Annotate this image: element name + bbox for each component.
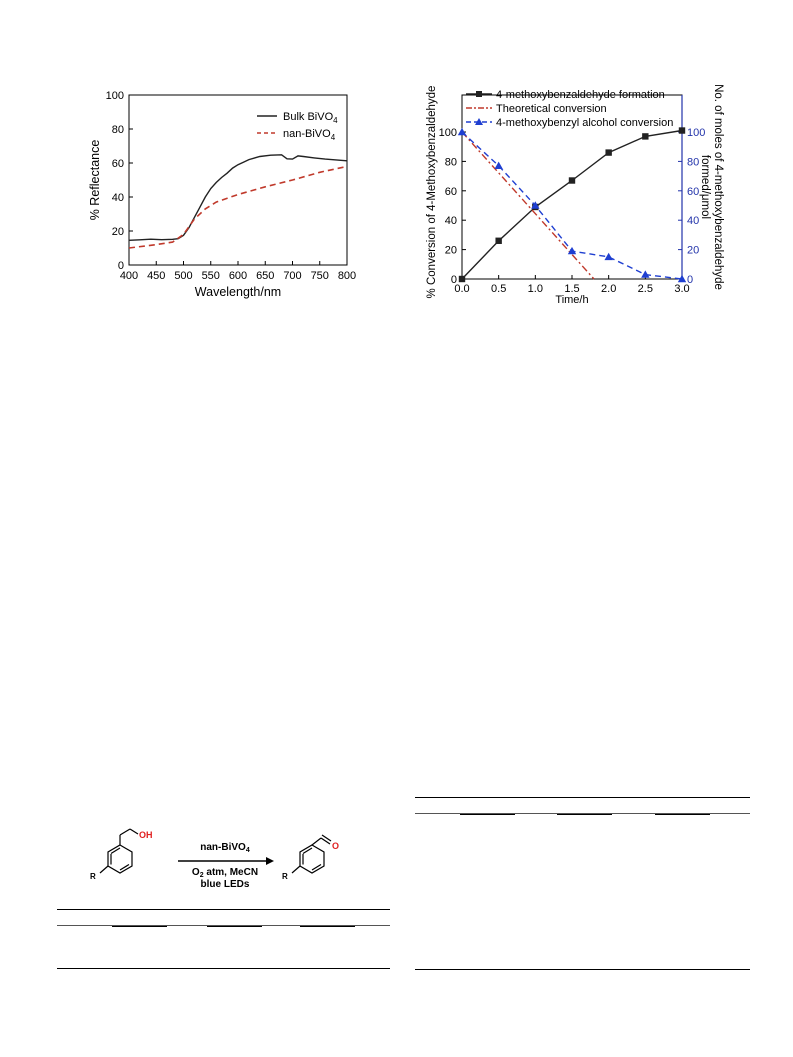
x-axis-title: Time/h <box>555 294 588 306</box>
y-tick-label: 80 <box>112 124 124 136</box>
y-tick-label: 60 <box>112 158 124 170</box>
catalyst-label: nan-BiVO4 <box>200 842 250 854</box>
y-tick-label: 80 <box>445 156 457 168</box>
x-tick-label: 1.0 <box>528 283 543 295</box>
x-tick-label: 1.5 <box>564 283 579 295</box>
conditions-line-1: O2 atm, MeCN <box>192 867 258 879</box>
arrow-head <box>266 857 274 865</box>
data-point-square <box>605 149 612 156</box>
y2-tick-label: 80 <box>687 156 699 168</box>
table-left-header-rule <box>57 925 390 926</box>
table-right-top-rule <box>415 797 750 798</box>
x-tick-label: 3.0 <box>674 283 689 295</box>
data-point-triangle <box>567 246 577 255</box>
x-axis-title: Wavelength/nm <box>195 285 281 299</box>
x-tick-label: 0.5 <box>491 283 506 295</box>
table-right-header-seg-3 <box>655 814 710 815</box>
data-point-triangle <box>641 270 650 278</box>
product-substituent: R <box>282 872 288 881</box>
y2-axis-title-line-1: No. of moles of 4-methoxybenzaldehyde <box>712 84 724 290</box>
x-tick-label: 650 <box>256 270 274 282</box>
x-tick-label: 400 <box>120 270 138 282</box>
y-tick-label: 0 <box>451 274 457 286</box>
reaction-scheme: OH R nan-BiVO4 O2 atm, MeCN blue LEDs O … <box>90 828 339 890</box>
data-point-triangle <box>531 201 540 209</box>
y2-tick-label: 20 <box>687 245 699 257</box>
table-left-header-seg-3 <box>300 926 355 927</box>
y2-tick-label: 100 <box>687 127 705 139</box>
reactant-hydroxyl: OH <box>139 830 153 840</box>
product-carbonyl: O <box>332 841 339 851</box>
x-tick-label: 500 <box>174 270 192 282</box>
x-tick-label: 750 <box>311 270 329 282</box>
product-molecule <box>291 834 332 874</box>
y2-tick-label: 0 <box>687 274 693 286</box>
legend-label: 4-methoxybenzyl alcohol conversion <box>496 117 673 129</box>
x-tick-label: 2.5 <box>638 283 653 295</box>
series-line <box>461 131 595 280</box>
conditions-line-2: blue LEDs <box>201 879 250 890</box>
x-tick-label: 800 <box>338 270 356 282</box>
reactant-molecule <box>99 828 139 874</box>
x-tick-label: 550 <box>202 270 220 282</box>
legend-label: Theoretical conversion <box>496 103 607 115</box>
legend-label: Bulk BiVO4 <box>283 111 338 125</box>
series-line <box>461 131 683 280</box>
y-tick-label: 0 <box>118 260 124 272</box>
y-tick-label: 100 <box>439 127 457 139</box>
y-tick-label: 60 <box>445 186 457 198</box>
data-point-triangle <box>677 274 687 283</box>
data-point-triangle <box>457 127 467 136</box>
y-axis-title: % Reflectance <box>88 140 102 221</box>
y-tick-label: 40 <box>112 192 124 204</box>
data-point-triangle <box>494 161 503 170</box>
y-axis-title: % Conversion of 4-Methoxybenzaldehyde <box>426 86 438 299</box>
legend-label: 4-methoxybenzaldehyde formation <box>496 89 665 101</box>
x-tick-label: 600 <box>229 270 247 282</box>
x-tick-label: 0.0 <box>454 283 469 295</box>
table-left-bottom-rule <box>57 968 390 969</box>
y-tick-label: 100 <box>106 90 124 102</box>
table-left-header-seg-1 <box>112 926 167 927</box>
table-left-header-seg-2 <box>207 926 262 927</box>
table-left-top-rule <box>57 909 390 910</box>
series-line <box>128 165 348 249</box>
reactant-substituent: R <box>90 872 96 881</box>
reflectance-chart: 400 450 500 550 600 650 700 750 800 0 20 40 60 80 100 W… <box>88 90 356 299</box>
x-tick-label: 450 <box>147 270 165 282</box>
y2-tick-label: 60 <box>687 186 699 198</box>
table-right-header-rule <box>415 813 750 814</box>
data-point-square <box>495 237 502 244</box>
y2-axis-title-line-2: formed/μmol <box>699 155 711 219</box>
table-right-bottom-rule <box>415 969 750 970</box>
x-tick-label: 2.0 <box>601 283 616 295</box>
y2-tick-label: 40 <box>687 215 699 227</box>
data-point-square <box>678 127 686 134</box>
y-tick-label: 20 <box>112 226 124 238</box>
legend-marker-triangle <box>475 118 483 125</box>
data-point-square <box>568 177 576 184</box>
legend-label: nan-BiVO4 <box>283 128 336 142</box>
y-tick-label: 20 <box>445 245 457 257</box>
series-line <box>128 154 348 241</box>
series-line <box>461 129 683 280</box>
x-tick-label: 700 <box>283 270 301 282</box>
data-point-square <box>458 275 466 283</box>
legend-marker-square <box>476 91 482 97</box>
table-right-header-seg-2 <box>557 814 612 815</box>
table-right-header-seg-1 <box>460 814 515 815</box>
data-point-triangle <box>604 252 613 261</box>
y-tick-label: 40 <box>445 215 457 227</box>
data-point-square <box>642 133 649 140</box>
